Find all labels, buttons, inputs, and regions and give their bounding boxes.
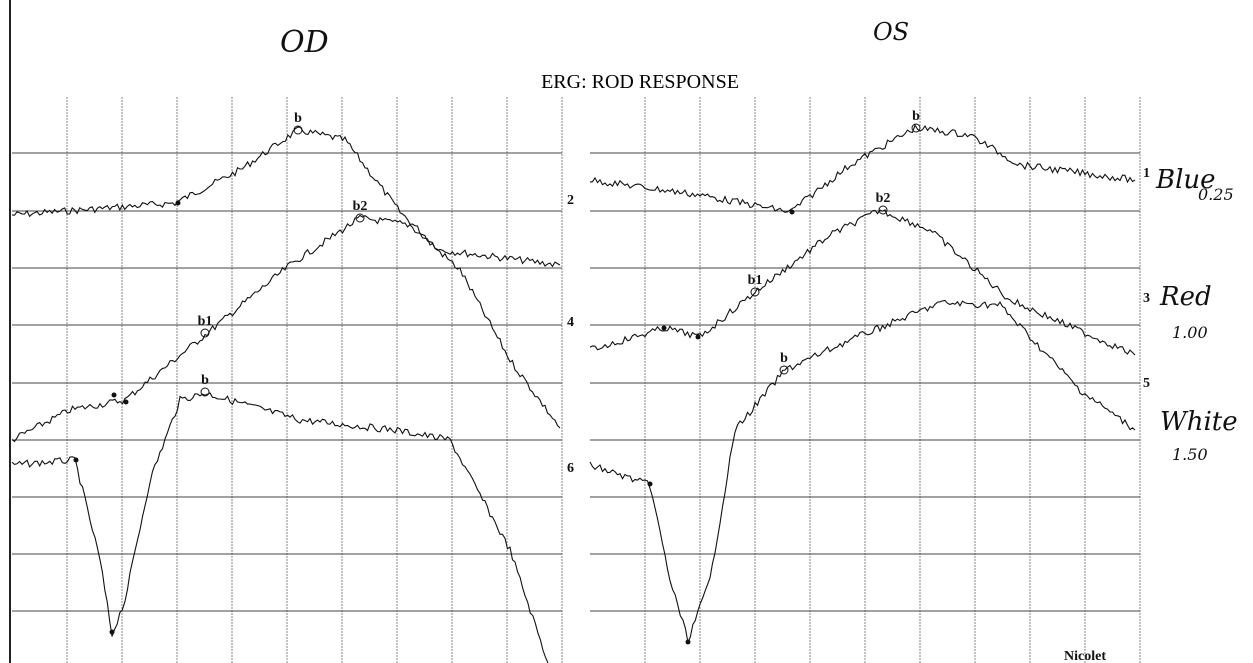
peak-label: b2	[353, 199, 368, 214]
channel-label: 6	[567, 461, 574, 476]
waveform	[11, 126, 561, 268]
stimulus-intensity: 0.25	[1198, 185, 1234, 204]
peak-label: b	[780, 351, 788, 366]
peak-label: b	[294, 111, 302, 126]
stimulus-intensity: 1.50	[1172, 445, 1208, 464]
marker-dot	[175, 200, 181, 206]
peak-marker	[355, 213, 365, 223]
waveform	[11, 214, 561, 443]
stimulus-color: Red	[1159, 282, 1212, 312]
waveform	[589, 299, 1136, 645]
marker-dot	[647, 481, 653, 487]
peak-label: b2	[876, 191, 891, 206]
waveform	[589, 123, 1136, 213]
peak-marker	[779, 365, 789, 375]
stimulus-color: Blue	[1155, 165, 1216, 195]
right-eye-label: OS	[873, 18, 909, 46]
peak-marker	[750, 287, 760, 297]
channel-label: 1	[1143, 166, 1150, 181]
left-eye-label: OD	[280, 25, 329, 60]
title: ERG: ROD RESPONSE	[541, 71, 739, 93]
peak-marker	[200, 387, 210, 397]
marker-dot	[109, 629, 115, 635]
peak-label: b1	[748, 273, 763, 288]
channel-label: 5	[1143, 376, 1150, 391]
peak-marker	[911, 123, 921, 133]
marker-dot	[73, 457, 79, 463]
marker-dot	[661, 325, 667, 331]
channel-label: 4	[567, 315, 574, 330]
peak-label: b1	[198, 314, 213, 329]
peak-label: b	[201, 373, 209, 388]
channel-label: 3	[1143, 291, 1150, 306]
channel-label: 2	[567, 193, 574, 208]
marker-dot	[695, 334, 701, 340]
peak-label: b	[912, 109, 920, 124]
waveform	[11, 392, 549, 663]
peak-marker	[200, 328, 210, 338]
stimulus-color: White	[1160, 407, 1238, 437]
marker-dot	[685, 639, 691, 645]
peak-marker	[878, 205, 888, 215]
peak-marker	[293, 125, 303, 135]
marker-dot	[789, 209, 795, 215]
marker-dot	[111, 392, 117, 398]
waveform	[589, 209, 1136, 356]
marker-dot	[123, 399, 129, 405]
stimulus-intensity: 1.00	[1172, 323, 1208, 342]
